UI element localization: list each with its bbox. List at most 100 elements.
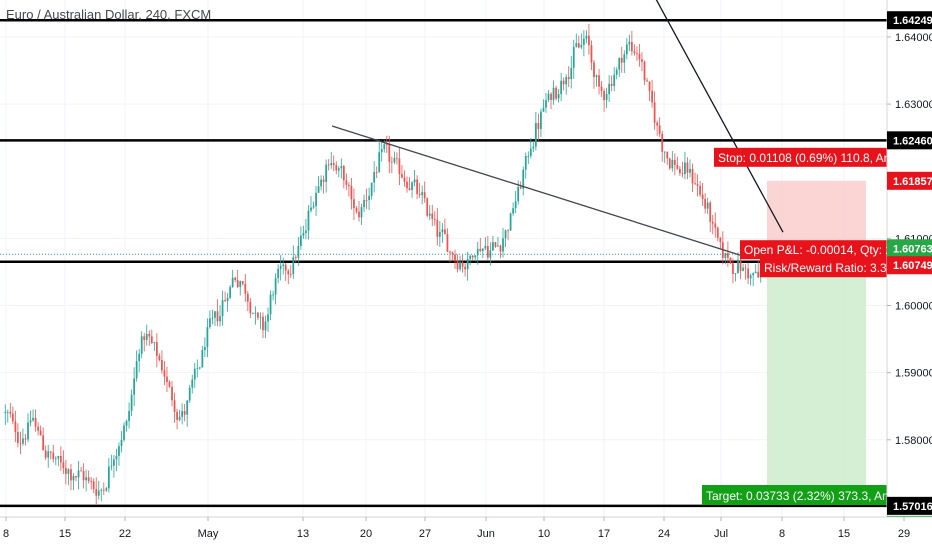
price-tick-label: 1.60000 <box>895 301 932 313</box>
time-tick-label: 8 <box>3 528 9 540</box>
candle-body <box>724 253 727 259</box>
candle-body <box>732 263 734 275</box>
candle-body <box>113 459 115 466</box>
candle-body <box>11 413 14 422</box>
price-tick-label: 1.63000 <box>895 99 932 111</box>
time-tick-label: 10 <box>538 528 550 540</box>
candle-body <box>125 421 128 426</box>
candle-body <box>734 273 737 275</box>
candle-body <box>95 489 98 496</box>
candle-body <box>262 316 264 331</box>
candle-body <box>552 87 555 100</box>
candle-body <box>565 77 568 85</box>
candle-body <box>193 368 196 380</box>
level-price-tag-box <box>887 11 932 30</box>
candle-body <box>575 43 578 47</box>
candle-body <box>82 471 85 481</box>
candle-body <box>398 158 401 175</box>
candle-body <box>277 268 280 279</box>
candle-body <box>668 158 671 169</box>
candle-body <box>75 475 77 478</box>
candle-body <box>681 173 684 175</box>
candle-body <box>178 416 181 420</box>
candle-body <box>588 35 590 46</box>
candle-body <box>292 257 295 275</box>
candle-body <box>307 210 310 231</box>
candle-body <box>107 466 110 489</box>
candle-body <box>226 297 229 302</box>
candle-body <box>22 438 24 444</box>
candle-body <box>560 80 563 95</box>
candle-body <box>714 223 717 228</box>
candle-body <box>507 230 509 232</box>
candle-body <box>527 155 530 157</box>
candle-body <box>593 62 595 77</box>
candle-body <box>567 77 570 80</box>
candle-body <box>163 370 166 377</box>
candle-body <box>214 311 216 318</box>
candle-body <box>517 186 520 202</box>
candle-body <box>320 179 322 187</box>
candle-body <box>459 262 461 270</box>
candle-body <box>451 252 454 255</box>
candle-body <box>244 283 247 294</box>
candle-body <box>19 442 22 444</box>
candle-body <box>148 333 151 337</box>
candle-body <box>416 179 418 195</box>
candle-body <box>92 481 95 490</box>
candle-body <box>438 232 441 237</box>
candle-body <box>257 312 259 318</box>
candle-body <box>14 421 17 433</box>
candle-body <box>446 234 449 252</box>
candle-body <box>105 488 108 491</box>
candle-body <box>100 489 103 491</box>
candle-body <box>140 336 143 354</box>
candle-body <box>436 219 439 237</box>
candle-body <box>201 350 204 368</box>
candle-body <box>186 400 189 415</box>
candle-body <box>464 266 467 270</box>
time-tick-label: 8 <box>779 528 785 540</box>
candle-body <box>299 235 302 246</box>
candle-body <box>138 353 141 362</box>
candle-body <box>613 74 616 86</box>
candle-body <box>441 229 444 233</box>
target-label: Target: 0.03733 (2.32%) 373.3, Amount <box>706 489 916 503</box>
candle-body <box>466 258 469 270</box>
candle-body <box>183 411 186 415</box>
candle-body <box>29 420 32 423</box>
candle-body <box>77 470 80 478</box>
candle-body <box>514 201 517 209</box>
candle-body <box>145 333 148 340</box>
candle-body <box>332 163 335 166</box>
candle-body <box>305 230 307 234</box>
candle-body <box>484 245 487 249</box>
candle-body <box>234 277 237 281</box>
candle-body <box>128 410 130 422</box>
candle-body <box>118 446 120 456</box>
candle-body <box>191 379 194 388</box>
candle-body <box>704 198 707 209</box>
rr-label: Risk/Reward Ratio: 3.37 <box>764 261 894 275</box>
candle-body <box>461 262 464 267</box>
candle-body <box>742 267 744 271</box>
candle-body <box>636 53 638 54</box>
candle-body <box>393 157 396 163</box>
candle-body <box>115 455 118 460</box>
candle-body <box>264 321 267 331</box>
candle-body <box>365 199 368 201</box>
candle-body <box>646 80 648 82</box>
candle-body <box>297 245 300 258</box>
candle-body <box>161 359 163 371</box>
candle-body <box>171 386 173 401</box>
level-price-tag-box <box>887 131 932 150</box>
candle-body <box>120 439 123 447</box>
entry-price-tag-box <box>887 256 932 275</box>
candle-body <box>754 271 757 274</box>
candle-body <box>54 458 57 460</box>
candle-body <box>282 264 285 267</box>
candle-body <box>684 162 686 175</box>
candle-body <box>383 144 386 150</box>
candle-body <box>671 159 674 169</box>
